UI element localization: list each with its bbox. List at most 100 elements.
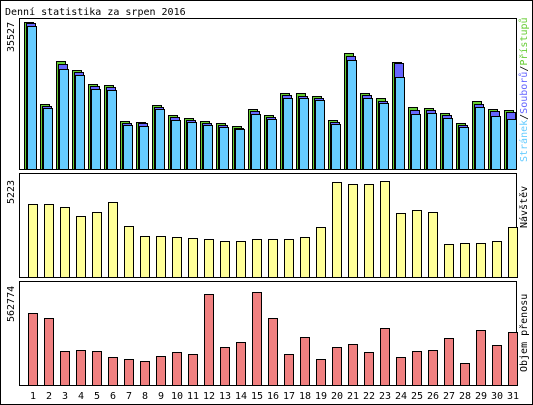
bar-visits-day-19 [316, 227, 326, 278]
legend-bandwidth-label: Objem přenosu [518, 294, 530, 372]
bar-pages-day-18 [299, 98, 309, 170]
x-label-day-20: 20 [331, 391, 343, 402]
bar-visits-day-12 [204, 239, 214, 278]
bar-visits-day-3 [60, 207, 70, 278]
legend-hits-files-pages: Stránek/Souborů/Přístupů [518, 17, 530, 162]
x-label-day-25: 25 [411, 391, 423, 402]
bar-pages-day-24 [395, 77, 405, 170]
bar-pages-day-3 [59, 69, 69, 170]
x-label-day-15: 15 [251, 391, 263, 402]
bar-pages-day-19 [315, 100, 325, 170]
bar-bandwidth-day-18 [300, 337, 310, 386]
x-label-day-29: 29 [475, 391, 487, 402]
x-label-day-9: 9 [158, 391, 164, 402]
bar-pages-day-9 [155, 109, 165, 170]
x-label-day-31: 31 [507, 391, 519, 402]
bar-bandwidth-day-12 [204, 294, 214, 386]
x-label-day-24: 24 [395, 391, 407, 402]
bar-bandwidth-day-16 [268, 318, 278, 386]
bar-bandwidth-day-17 [284, 354, 294, 386]
bar-bandwidth-day-23 [380, 328, 390, 386]
bar-pages-day-17 [283, 98, 293, 170]
bar-bandwidth-day-3 [60, 351, 70, 386]
bar-pages-day-22 [363, 98, 373, 170]
bar-visits-day-13 [220, 241, 230, 278]
bar-visits-day-10 [172, 237, 182, 278]
bar-pages-day-13 [219, 127, 229, 170]
bar-pages-day-11 [187, 122, 197, 170]
bar-pages-day-5 [91, 89, 101, 170]
x-label-day-1: 1 [30, 391, 36, 402]
bar-bandwidth-day-8 [140, 361, 150, 386]
x-label-day-21: 21 [347, 391, 359, 402]
bar-visits-day-9 [156, 236, 166, 278]
bar-visits-day-22 [364, 184, 374, 278]
bar-bandwidth-day-13 [220, 347, 230, 386]
bar-bandwidth-day-10 [172, 352, 182, 386]
bar-bandwidth-day-20 [332, 347, 342, 386]
chart-title: Denní statistika za srpen 2016 [5, 6, 186, 18]
x-label-day-19: 19 [315, 391, 327, 402]
bar-visits-day-5 [92, 212, 102, 278]
legend-separator: / [519, 66, 530, 72]
bar-pages-day-30 [491, 116, 501, 170]
bar-bandwidth-day-9 [156, 356, 166, 386]
bars-layer [24, 22, 518, 386]
legend-pages-label: Stránek [518, 120, 530, 162]
bar-visits-day-4 [76, 216, 86, 278]
bar-bandwidth-day-15 [252, 292, 262, 386]
bar-visits-day-15 [252, 239, 262, 278]
bar-pages-day-7 [123, 125, 133, 170]
bar-bandwidth-day-28 [460, 363, 470, 386]
bar-bandwidth-day-6 [108, 357, 118, 386]
bar-bandwidth-day-30 [492, 345, 502, 386]
bar-visits-day-25 [412, 210, 422, 278]
bar-pages-day-31 [507, 119, 517, 170]
x-label-day-18: 18 [299, 391, 311, 402]
bar-visits-day-23 [380, 181, 390, 278]
bar-bandwidth-day-4 [76, 350, 86, 386]
bar-bandwidth-day-29 [476, 330, 486, 386]
bar-pages-day-15 [251, 114, 261, 170]
x-label-day-2: 2 [46, 391, 52, 402]
bar-visits-day-16 [268, 239, 278, 278]
x-label-day-5: 5 [94, 391, 100, 402]
bar-visits-day-11 [188, 238, 198, 278]
bar-bandwidth-day-24 [396, 357, 406, 386]
bar-pages-day-27 [443, 118, 453, 170]
bar-bandwidth-day-14 [236, 342, 246, 386]
legend-hits-label: Přístupů [518, 17, 530, 65]
bar-bandwidth-day-26 [428, 350, 438, 386]
bar-visits-day-29 [476, 243, 486, 278]
legend-visits-label: Návštěv [518, 186, 530, 228]
bar-visits-day-7 [124, 226, 134, 278]
x-label-day-3: 3 [62, 391, 68, 402]
bar-bandwidth-day-25 [412, 351, 422, 386]
bar-visits-day-14 [236, 241, 246, 278]
bar-pages-day-20 [331, 124, 341, 170]
bar-pages-day-4 [75, 75, 85, 170]
x-label-day-13: 13 [219, 391, 231, 402]
x-label-day-23: 23 [379, 391, 391, 402]
bar-pages-day-28 [459, 127, 469, 170]
bar-bandwidth-day-2 [44, 318, 54, 386]
x-label-day-7: 7 [126, 391, 132, 402]
x-label-day-30: 30 [491, 391, 503, 402]
bar-visits-day-26 [428, 212, 438, 278]
x-label-day-6: 6 [110, 391, 116, 402]
x-label-day-17: 17 [283, 391, 295, 402]
bar-pages-day-1 [27, 26, 37, 170]
x-label-day-22: 22 [363, 391, 375, 402]
bar-bandwidth-day-5 [92, 351, 102, 386]
x-label-day-27: 27 [443, 391, 455, 402]
bar-visits-day-24 [396, 213, 406, 278]
bar-bandwidth-day-19 [316, 359, 326, 386]
bar-pages-day-26 [427, 113, 437, 170]
bar-pages-day-29 [475, 107, 485, 170]
bar-visits-day-8 [140, 236, 150, 278]
bar-pages-day-14 [235, 129, 245, 170]
bar-visits-day-20 [332, 182, 342, 278]
y-max-label-bandwidth: 562774 [6, 286, 17, 322]
